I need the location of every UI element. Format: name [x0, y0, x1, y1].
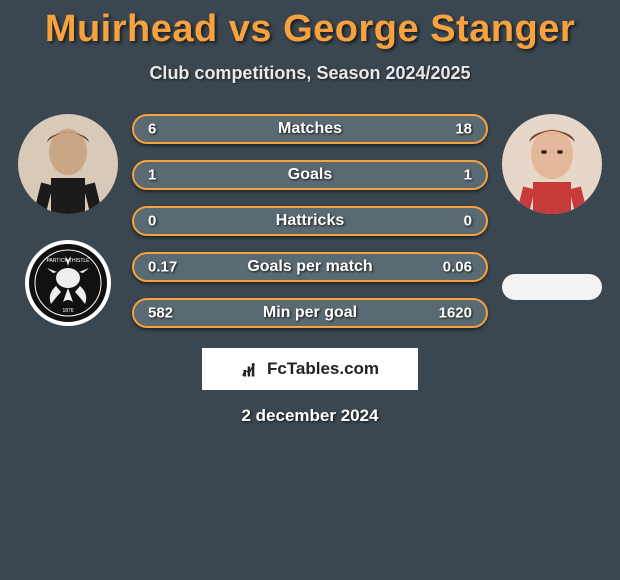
stat-label: Hattricks: [276, 212, 344, 230]
player-right-club-badge: [502, 274, 602, 300]
stat-value-right: 18: [455, 121, 472, 138]
main-grid: PARTICK THISTLE 1876 6 Matches 18 1 Goal…: [0, 114, 620, 328]
player-left-club-badge: PARTICK THISTLE 1876: [25, 240, 111, 326]
stat-row-matches: 6 Matches 18: [132, 114, 488, 144]
stat-value-right: 1620: [439, 305, 472, 322]
stat-value-right: 1: [464, 167, 472, 184]
svg-text:1876: 1876: [62, 308, 73, 314]
stat-row-hattricks: 0 Hattricks 0: [132, 206, 488, 236]
bar-chart-icon: [241, 359, 261, 379]
attribution-box: FcTables.com: [202, 348, 418, 390]
stat-label: Matches: [278, 120, 342, 138]
player-left-avatar: [18, 114, 118, 214]
player-right-column: [492, 114, 612, 300]
stat-value-left: 0: [148, 213, 156, 230]
stat-label: Goals: [288, 166, 332, 184]
person-silhouette-icon: [515, 128, 589, 214]
player-left-column: PARTICK THISTLE 1876: [8, 114, 128, 326]
attribution-text: FcTables.com: [267, 359, 379, 379]
stat-value-right: 0.06: [443, 259, 472, 276]
player-right-avatar: [502, 114, 602, 214]
stat-bars: 6 Matches 18 1 Goals 1 0 Hattricks 0 0.1…: [128, 114, 492, 328]
stat-row-goals: 1 Goals 1: [132, 160, 488, 190]
stat-label: Min per goal: [263, 304, 357, 322]
page-title: Muirhead vs George Stanger: [0, 0, 620, 51]
subtitle: Club competitions, Season 2024/2025: [0, 63, 620, 84]
stat-row-goals-per-match: 0.17 Goals per match 0.06: [132, 252, 488, 282]
stat-value-left: 0.17: [148, 259, 177, 276]
stat-value-left: 6: [148, 121, 156, 138]
stat-label: Goals per match: [247, 258, 372, 276]
person-silhouette-icon: [33, 128, 103, 214]
svg-text:PARTICK THISTLE: PARTICK THISTLE: [46, 258, 90, 264]
stat-row-min-per-goal: 582 Min per goal 1620: [132, 298, 488, 328]
comparison-card: Muirhead vs George Stanger Club competit…: [0, 0, 620, 426]
stat-value-right: 0: [464, 213, 472, 230]
stat-value-left: 582: [148, 305, 173, 322]
date-text: 2 december 2024: [0, 406, 620, 426]
thistle-crest-icon: PARTICK THISTLE 1876: [33, 248, 103, 318]
stat-value-left: 1: [148, 167, 156, 184]
